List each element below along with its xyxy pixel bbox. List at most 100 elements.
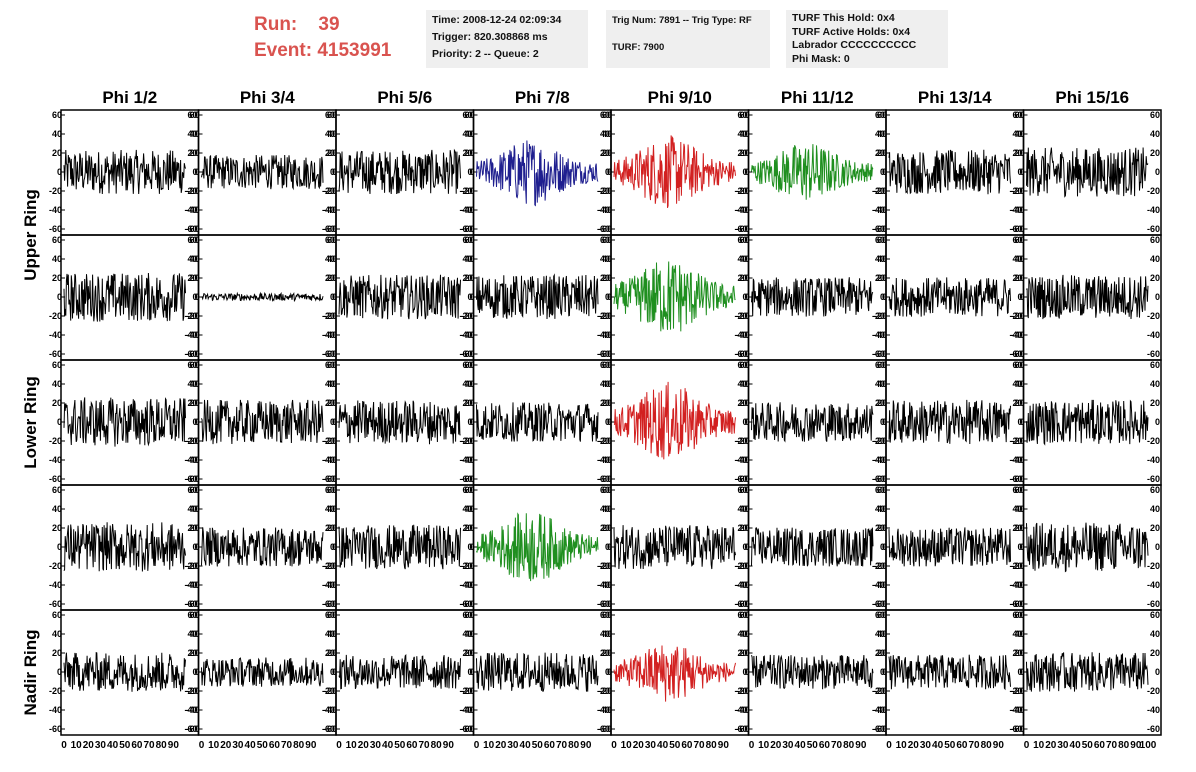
y-tick-label-right: 0 [880,167,885,177]
y-tick-label-left: -20 [1011,436,1024,446]
y-tick-label-left: -60 [186,474,199,484]
y-tick-label-right: -40 [459,205,472,215]
y-tick-label-right: 40 [187,504,197,514]
y-tick-label-left: -20 [736,686,749,696]
y-tick-label-right: -60 [184,224,197,234]
y-tick-label-right: -60 [459,224,472,234]
ring-label: Lower Ring [21,376,40,469]
y-tick-label-left: -20 [1011,311,1024,321]
x-tick-label: 30 [920,740,932,751]
y-tick-label-left: 60 [52,235,62,245]
x-tick-label: 40 [795,740,807,751]
y-tick-label-left: -40 [186,455,199,465]
y-tick-label-left: -40 [874,705,887,715]
y-tick-label-left: 40 [739,504,749,514]
waveform-trace [1026,652,1149,692]
y-tick-label-right: 0 [192,667,197,677]
y-tick-label-left: -20 [461,311,474,321]
x-tick-label: 30 [507,740,519,751]
y-tick-label-right: -40 [1147,330,1160,340]
y-tick-label-right: -40 [184,705,197,715]
y-tick-label-right: 20 [462,148,472,158]
x-tick-label: 40 [245,740,257,751]
y-tick-label-left: 40 [1014,129,1024,139]
y-tick-label-right: 20 [187,523,197,533]
x-tick-label: 20 [1045,740,1057,751]
y-tick-label-right: -40 [597,580,610,590]
y-tick-label-right: -20 [1009,561,1022,571]
y-tick-label-right: 20 [462,648,472,658]
x-tick-label: 50 [119,740,131,751]
y-tick-label-right: -40 [459,580,472,590]
y-tick-label-left: 20 [52,148,62,158]
column-header: Phi 15/16 [1055,88,1129,107]
y-tick-label-right: 20 [737,148,747,158]
y-tick-label-left: 20 [602,648,612,658]
y-tick-label-left: 60 [1014,610,1024,620]
y-tick-label-right: 0 [880,667,885,677]
y-tick-label-right: -40 [872,455,885,465]
x-tick-label: 90 [855,740,867,751]
y-tick-label-right: -40 [872,205,885,215]
waveform-trace [751,527,874,567]
x-tick-label: 10 [483,740,495,751]
x-tick-label: 70 [281,740,293,751]
waveform-trace [613,261,736,332]
y-tick-label-right: -60 [597,599,610,609]
x-tick-label: 60 [406,740,418,751]
y-tick-label-right: 0 [605,167,610,177]
y-tick-label-right: 40 [462,379,472,389]
y-tick-label-left: 60 [739,110,749,120]
run-value: 39 [318,14,340,35]
y-tick-label-right: -20 [734,561,747,571]
trig-info-box: Trig Num: 7891 -- Trig Type: RF TURF: 79… [606,10,770,68]
y-tick-label-right: 40 [737,504,747,514]
y-tick-label-right: -20 [872,686,885,696]
y-tick-label-right: -40 [322,330,335,340]
y-tick-label-right: -60 [1009,224,1022,234]
y-tick-label-left: -60 [324,599,337,609]
y-tick-label-right: 20 [875,148,885,158]
x-tick-label: 0 [886,740,892,751]
y-tick-label-left: 20 [1014,648,1024,658]
y-tick-label-right: 20 [737,648,747,658]
y-tick-label-left: -60 [599,349,612,359]
y-tick-label-left: 60 [464,110,474,120]
y-tick-label-right: 40 [737,629,747,639]
y-tick-label-left: 0 [744,167,749,177]
y-tick-label-left: 40 [877,379,887,389]
y-tick-label-right: 20 [187,648,197,658]
y-tick-label-right: -40 [322,705,335,715]
y-tick-label-left: -40 [736,205,749,215]
y-tick-label-left: 20 [189,648,199,658]
x-tick-label: 70 [968,740,980,751]
waveform-trace [338,400,461,445]
y-tick-label-right: 40 [600,254,610,264]
y-tick-label-right: 40 [325,129,335,139]
y-tick-label-right: -60 [459,599,472,609]
x-tick-label: 0 [61,740,67,751]
y-tick-label-right: 0 [330,417,335,427]
y-tick-label-left: -60 [49,224,62,234]
y-tick-label-left: -20 [186,186,199,196]
y-tick-label-left: -60 [324,224,337,234]
y-tick-label-left: 40 [877,129,887,139]
y-tick-label-right: -40 [872,705,885,715]
y-tick-label-left: -20 [1011,186,1024,196]
column-header: Phi 11/12 [781,88,854,107]
y-tick-label-right: -20 [1009,436,1022,446]
y-tick-label-left: 20 [1014,273,1024,283]
column-header: Phi 5/6 [377,88,432,107]
y-tick-label-right: 60 [187,110,197,120]
y-tick-label-right: 0 [467,292,472,302]
y-tick-label-right: 60 [1012,110,1022,120]
x-tick-label: 10 [346,740,358,751]
x-tick-label: 90 [168,740,180,751]
y-tick-label-left: -20 [736,561,749,571]
y-tick-label-right: -20 [184,311,197,321]
waveform-trace [476,140,599,207]
x-tick-label: 40 [107,740,119,751]
waveform-trace [63,652,186,692]
y-tick-label-right: 60 [462,360,472,370]
y-tick-label-right: -40 [1009,330,1022,340]
